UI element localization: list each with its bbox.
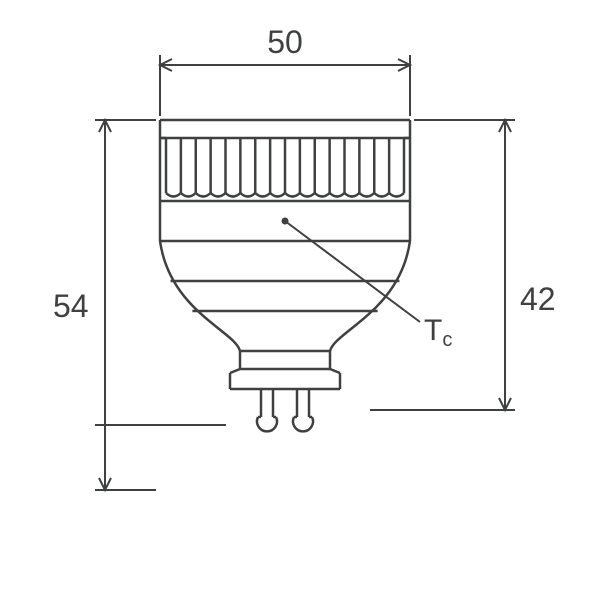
width-dimension-label: 50 [267,24,303,60]
height-dimension-label: 54 [53,288,89,324]
tc-label: Tc [424,314,452,351]
partial-height-dimension-label: 42 [520,281,556,317]
bulb-dimension-diagram: 50 54 42 Tc [0,0,600,600]
